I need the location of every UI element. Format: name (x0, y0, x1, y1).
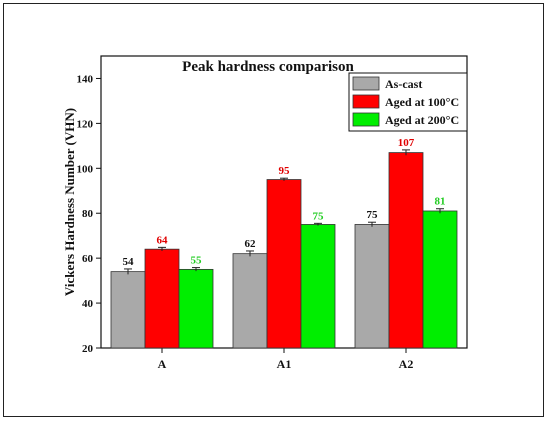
data-label: 75 (367, 209, 379, 221)
y-axis-title: Vickers Hardness Number (VHN) (62, 108, 77, 296)
legend-label: Aged at 100°C (385, 95, 459, 109)
y-tick-label: 140 (77, 73, 94, 85)
bar (300, 224, 336, 349)
data-label: 107 (398, 137, 415, 149)
bar (354, 224, 390, 349)
bar (388, 152, 424, 349)
x-axis: A A1 A2 (158, 348, 414, 371)
legend: As-cast Aged at 100°C Aged at 200°C (348, 72, 468, 132)
y-axis: 20 40 60 80 100 120 140 (77, 73, 101, 355)
data-label: 62 (245, 238, 257, 250)
y-tick-label: 40 (82, 298, 94, 310)
data-label: 54 (123, 256, 135, 268)
y-tick-label: 20 (82, 343, 94, 355)
bar (422, 210, 458, 349)
x-tick-label: A2 (399, 357, 414, 371)
bar (110, 271, 146, 349)
bar (232, 253, 268, 349)
bar (144, 248, 180, 349)
y-tick-label: 100 (77, 163, 94, 175)
legend-label: Aged at 200°C (385, 113, 459, 127)
bar-series: 54 64 55 62 95 75 75 107 81 (110, 137, 458, 349)
bar (178, 268, 214, 349)
legend-swatch (352, 94, 380, 109)
legend-label: As-cast (385, 77, 422, 91)
data-label: 64 (157, 234, 169, 246)
y-tick-label: 60 (82, 253, 94, 265)
data-label: 95 (279, 165, 291, 177)
chart-title: Peak hardness comparison (182, 59, 354, 75)
data-label: 75 (313, 210, 325, 222)
data-label: 55 (191, 255, 203, 267)
y-tick-label: 80 (82, 208, 94, 220)
legend-swatch (352, 112, 380, 127)
y-tick-label: 120 (77, 118, 94, 130)
x-tick-label: A1 (277, 357, 292, 371)
bar (266, 179, 302, 349)
x-tick-label: A (158, 357, 167, 371)
data-label: 81 (435, 196, 446, 208)
legend-swatch (352, 76, 380, 91)
